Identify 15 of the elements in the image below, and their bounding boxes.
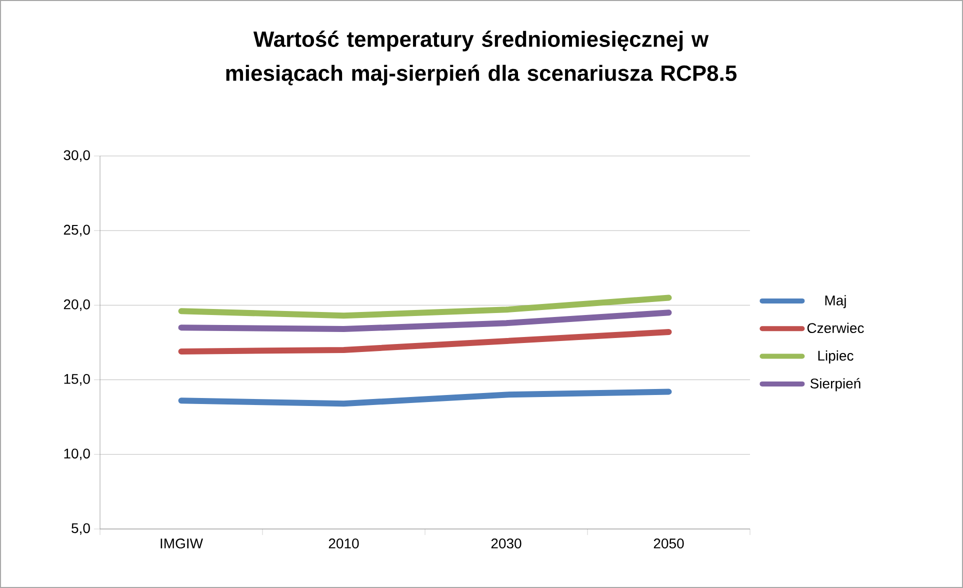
x-tick-label: 2030 [491, 538, 522, 548]
x-tick-label: IMGIW [160, 538, 203, 548]
y-tick-label: 5,0 [72, 523, 90, 535]
legend-label: Czerwiec [807, 322, 864, 334]
y-tick-label: 20,0 [64, 299, 90, 311]
x-tick-label: 2050 [654, 538, 684, 548]
legend-label: Sierpień [810, 378, 860, 392]
y-tick-label: 30,0 [64, 150, 90, 162]
x-tick-label: 2010 [328, 538, 359, 548]
y-tick-label: 25,0 [64, 224, 90, 236]
legend-label: Maj [825, 295, 846, 308]
chart-title: Wartość temperatury średniomiesięcznej w miesiącach maj-sierpień dla scenariusza RCP8.5 [226, 30, 737, 86]
y-tick-label: 10,0 [64, 448, 90, 460]
legend-label: Lipiec [818, 350, 854, 364]
y-tick-label: 15,0 [64, 374, 90, 386]
